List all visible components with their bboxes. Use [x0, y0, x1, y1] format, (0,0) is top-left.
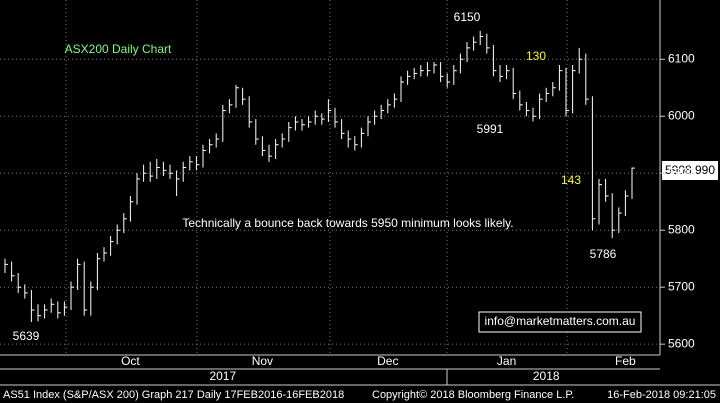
- annotation: 5786: [590, 247, 617, 261]
- x-tick-label: Oct: [121, 354, 140, 368]
- annotation: 5991: [477, 122, 504, 136]
- y-tick-label: 6000: [668, 108, 695, 122]
- annotation: Technically a bounce back towards 5950 m…: [182, 216, 513, 230]
- annotation: 5639: [13, 329, 40, 343]
- year-label: 2017: [209, 369, 236, 383]
- annotation: 130: [526, 49, 546, 63]
- y-tick-label: 5600: [668, 336, 695, 350]
- y-tick-label: 5900: [668, 165, 695, 179]
- y-tick-label: 6100: [668, 51, 695, 65]
- status-text: AS51 Index (S&P/ASX 200) Graph 217 Daily…: [3, 389, 344, 401]
- annotation: 6150: [454, 10, 481, 24]
- status-text: Copyright© 2018 Bloomberg Finance L.P.: [372, 389, 574, 401]
- x-tick-label: Nov: [252, 354, 273, 368]
- last-price-box: [662, 161, 718, 180]
- email: info@marketmatters.com.au: [485, 314, 636, 328]
- x-tick-label: Jan: [497, 354, 516, 368]
- email-box: [478, 311, 642, 333]
- y-tick-label: 5800: [668, 222, 695, 236]
- x-tick-label: Feb: [615, 354, 636, 368]
- chart-title: ASX200 Daily Chart: [65, 42, 172, 56]
- annotation: 143: [561, 173, 581, 187]
- x-tick-label: Dec: [377, 354, 398, 368]
- year-label: 2018: [533, 369, 560, 383]
- status-text: 16-Feb-2018 09:21:05: [607, 389, 716, 401]
- y-tick-label: 5700: [668, 279, 695, 293]
- last-price: 5908.990: [665, 163, 715, 177]
